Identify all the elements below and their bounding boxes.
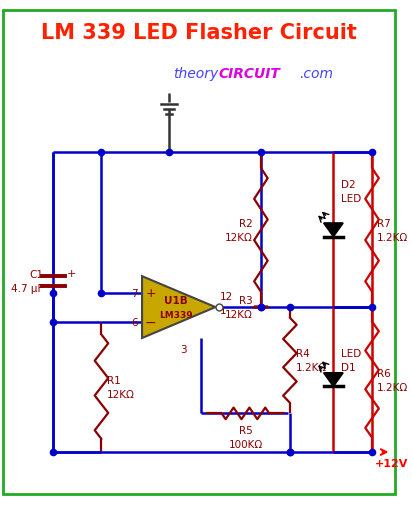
Text: R7
1.2KΩ: R7 1.2KΩ: [377, 218, 408, 242]
Text: R6
1.2KΩ: R6 1.2KΩ: [377, 368, 408, 392]
Polygon shape: [142, 277, 215, 338]
Text: R5
100KΩ: R5 100KΩ: [228, 425, 262, 449]
Polygon shape: [324, 373, 343, 386]
Text: +12V: +12V: [375, 458, 408, 468]
Text: 6: 6: [131, 317, 138, 327]
Polygon shape: [324, 224, 343, 237]
Text: CIRCUIT: CIRCUIT: [218, 67, 280, 81]
Text: R4
1.2KΩ: R4 1.2KΩ: [296, 348, 327, 373]
Text: +: +: [145, 286, 156, 299]
Text: +: +: [67, 269, 76, 279]
Text: LM 339 LED Flasher Circuit: LM 339 LED Flasher Circuit: [41, 23, 357, 42]
Text: R1
12KΩ: R1 12KΩ: [107, 375, 135, 399]
Text: theory: theory: [173, 67, 218, 81]
Text: R2
12KΩ: R2 12KΩ: [225, 218, 253, 242]
Text: 1: 1: [219, 306, 226, 315]
Text: LM339: LM339: [159, 311, 193, 320]
Text: .com: .com: [300, 67, 334, 81]
Text: LED
D1: LED D1: [341, 348, 361, 373]
Text: D2
LED: D2 LED: [341, 180, 361, 204]
Text: R3
12KΩ: R3 12KΩ: [225, 295, 253, 320]
Text: U1B: U1B: [164, 296, 188, 306]
Text: 7: 7: [131, 288, 138, 298]
Text: 3: 3: [180, 344, 187, 354]
Text: C1
4.7 μF: C1 4.7 μF: [11, 270, 44, 293]
Text: 12: 12: [219, 292, 233, 302]
Text: −: −: [145, 315, 157, 329]
